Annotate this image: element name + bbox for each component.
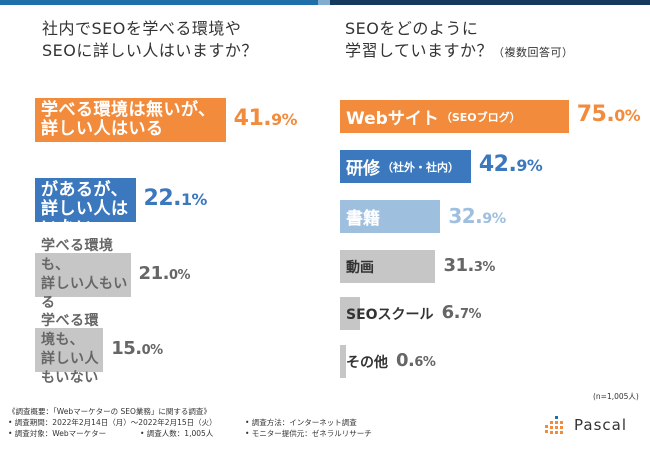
right-bar-value: 31.3% — [443, 254, 495, 276]
bar-label: 書籍 — [346, 209, 380, 229]
left-bar: 学べる環境も、 詳しい人もいる — [35, 238, 131, 311]
right-bar-value: 42.9% — [478, 152, 543, 178]
right-bar-value: 75.0% — [576, 102, 641, 128]
pascal-logo-text: Pascal — [574, 416, 627, 434]
right-bar-value: 6.7% — [441, 301, 482, 323]
bar-label-note: （SEOブログ） — [440, 110, 521, 124]
left-title-line1: 社内でSEOを学べる環境や — [42, 19, 242, 38]
left-bar-value: 22.1% — [143, 185, 208, 211]
bar-label-line2: 詳しい人もいない — [41, 351, 99, 386]
right-bar-value: 32.9% — [448, 203, 506, 228]
bar-label-note: （社外・社内） — [382, 160, 459, 174]
left-bar: 学べる環境も、 詳しい人もいない — [35, 313, 104, 386]
right-bar: 動画 — [340, 250, 436, 283]
top-accent-bar-middle — [318, 0, 330, 5]
pascal-logo: Pascal — [543, 412, 627, 438]
right-bar: SEOスクール — [340, 297, 434, 330]
bar-label-line1: 学べる環境は無いが、 — [41, 100, 216, 120]
left-bar: 学べる環境があるが、 詳しい人はいない — [35, 162, 136, 238]
left-bar: 学べる環境は無いが、 詳しい人はいる — [35, 98, 226, 142]
right-bar-value: 0.6% — [396, 349, 436, 371]
left-chart-title: 社内でSEOを学べる環境や SEOに詳しい人はいますか？ — [42, 18, 258, 62]
left-title-line2: SEOに詳しい人はいますか？ — [42, 41, 258, 60]
right-title-line2: 学習していますか？（複数回答可） — [345, 41, 574, 60]
left-bar-value: 41.9% — [233, 105, 298, 131]
survey-method: • 調査方法：インターネット調査 — [245, 418, 357, 427]
survey-period: • 調査期間：2022年2月14日（月）〜2022年2月15日（火） — [8, 418, 217, 427]
right-bar: 書籍 — [340, 200, 441, 233]
right-bar: その他 — [340, 345, 388, 378]
bar-label-line2: 詳しい人はいる — [41, 119, 164, 139]
bar-label-line1: 学べる環境も、 — [41, 238, 114, 273]
bar-label-line1: 学べる環境も、 — [41, 313, 99, 348]
survey-provider: • モニター提供元：ゼネラルリサーチ — [245, 429, 372, 438]
top-accent-bar-right — [330, 0, 650, 5]
bar-label-line2: 詳しい人はいない — [41, 199, 129, 238]
bar-label: SEOスクール — [346, 306, 434, 323]
right-bar: 研修 （社外・社内） — [340, 150, 471, 183]
right-title-line1: SEOをどのように — [345, 19, 479, 38]
survey-overview: 《調査概要：「Webマーケターの SEO業務」に関する調査》 — [8, 407, 211, 416]
bar-label: 動画 — [346, 259, 374, 276]
pascal-logo-icon — [545, 416, 563, 434]
survey-count: • 調査人数：1,005人 — [140, 429, 214, 438]
top-accent-bar-left — [0, 0, 318, 5]
bar-label: その他 — [346, 354, 388, 371]
bar-label: Webサイト — [346, 109, 439, 129]
sample-size-note: (n=1,005人) — [593, 392, 639, 401]
bar-label: 研修 — [346, 159, 380, 179]
right-bar: Webサイト （SEOブログ） — [340, 100, 569, 133]
bar-label-line2: 詳しい人もいる — [41, 276, 128, 311]
right-chart-title: SEOをどのように 学習していますか？（複数回答可） — [345, 18, 574, 64]
left-bar-value: 21.0% — [138, 263, 191, 285]
left-bar-value: 15.0% — [111, 338, 163, 360]
bar-label-line1: 学べる環境があるが、 — [41, 161, 129, 200]
survey-target: • 調査対象：Webマーケター — [8, 429, 107, 438]
